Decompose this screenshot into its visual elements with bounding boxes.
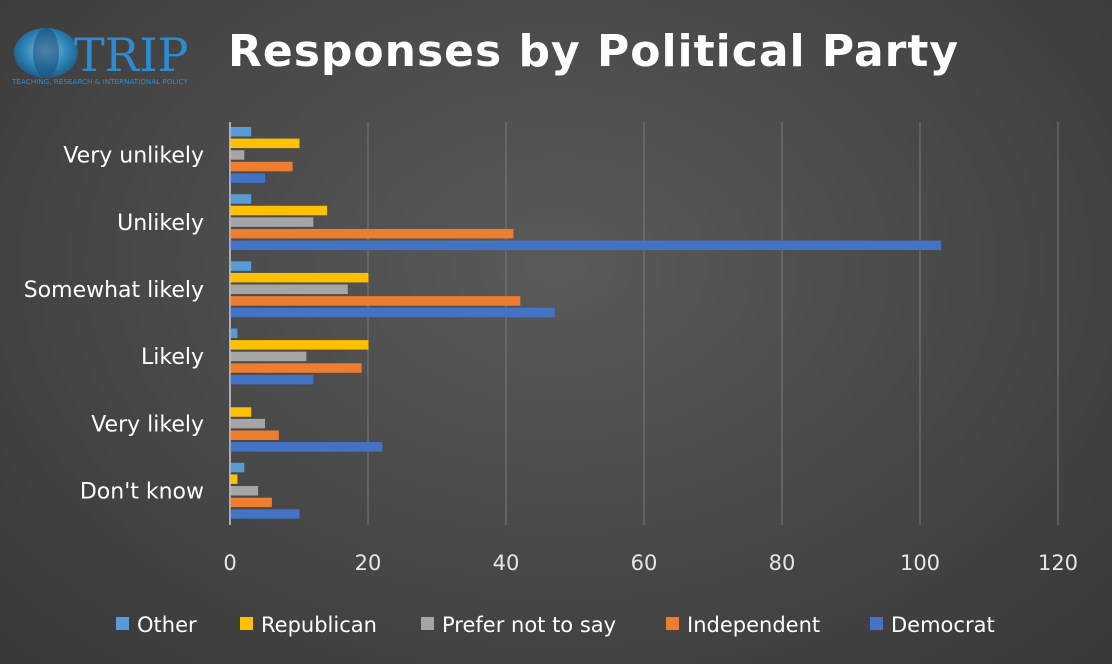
bar	[230, 340, 369, 350]
bar	[230, 127, 252, 137]
category-label: Very likely	[91, 412, 204, 437]
category-label: Very unlikely	[63, 144, 204, 169]
bar	[230, 138, 300, 149]
bars	[230, 127, 942, 519]
bar	[230, 430, 279, 440]
trip-logo: TRIP TEACHING, RESEARCH & INTERNATIONAL …	[11, 28, 188, 86]
x-tick-label: 120	[1038, 551, 1078, 575]
bar	[230, 418, 265, 429]
legend-label: Independent	[687, 613, 820, 637]
category-label: Likely	[141, 345, 204, 370]
bar	[230, 173, 265, 183]
chart-title: Responses by Political Party	[228, 26, 960, 77]
bar	[230, 272, 369, 283]
bar	[230, 296, 521, 306]
bar	[230, 442, 383, 452]
x-tick-label: 60	[631, 551, 658, 575]
category-label: Unlikely	[117, 211, 204, 236]
logo-text: TRIP	[74, 28, 188, 82]
x-tick-label: 20	[355, 551, 382, 575]
bar	[230, 363, 362, 373]
legend: Other Republican Prefer not to say Independ…	[116, 613, 995, 637]
bar	[230, 474, 238, 484]
bar	[230, 486, 259, 496]
legend-swatch	[870, 617, 883, 630]
legend-label: Prefer not to say	[442, 613, 616, 637]
bar	[230, 261, 252, 271]
category-labels: Very unlikely Unlikely Somewhat likely Like…	[24, 144, 204, 505]
x-tick-label: 100	[900, 551, 940, 575]
bar	[230, 497, 272, 508]
logo-subtitle: TEACHING, RESEARCH & INTERNATIONAL POLIC…	[11, 77, 188, 86]
bar	[230, 509, 300, 519]
x-tick-labels: 0 20 40 60 80 100 120	[223, 551, 1078, 575]
bar	[230, 228, 514, 239]
legend-swatch	[116, 617, 129, 630]
category-label: Somewhat likely	[24, 278, 204, 303]
bar	[230, 284, 348, 295]
x-tick-label: 40	[493, 551, 520, 575]
bar	[230, 161, 293, 172]
bar	[230, 240, 942, 251]
bar	[230, 194, 252, 204]
legend-swatch	[240, 617, 253, 630]
bar	[230, 351, 307, 362]
bar	[230, 217, 314, 227]
legend-swatch	[421, 617, 434, 630]
gridlines	[229, 122, 1059, 525]
bar	[230, 307, 555, 318]
category-label: Don't know	[80, 479, 204, 504]
legend-label: Republican	[261, 613, 377, 637]
bar	[230, 407, 252, 417]
legend-label: Other	[137, 613, 197, 637]
legend-label: Democrat	[891, 613, 995, 637]
x-tick-label: 0	[223, 551, 236, 575]
bar	[230, 374, 314, 385]
x-tick-label: 80	[769, 551, 796, 575]
legend-swatch	[666, 617, 679, 630]
bar	[230, 205, 328, 216]
bar	[230, 328, 238, 338]
bar	[230, 462, 245, 473]
bar	[230, 150, 245, 160]
